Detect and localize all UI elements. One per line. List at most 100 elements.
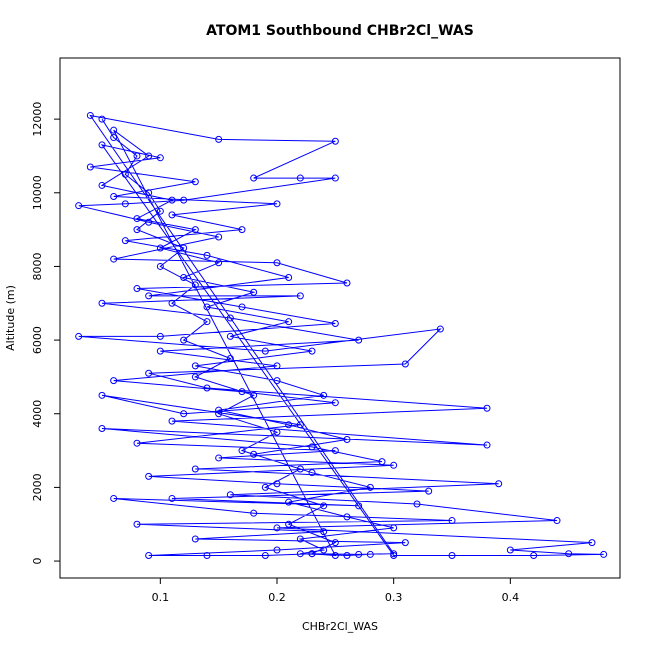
data-point [285, 318, 293, 326]
data-point [180, 196, 188, 204]
data-point [296, 535, 304, 543]
data-point [378, 458, 386, 466]
data-point [331, 174, 339, 182]
data-point [296, 465, 304, 473]
data-point [226, 491, 234, 499]
data-point [191, 535, 199, 543]
data-point [250, 174, 258, 182]
data-point [168, 494, 176, 502]
y-tick-label: 10000 [31, 175, 44, 210]
x-tick-label: 0.2 [268, 591, 286, 604]
data-point [145, 369, 153, 377]
data-point [98, 181, 106, 189]
data-point [168, 196, 176, 204]
data-point [273, 428, 281, 436]
data-point [320, 391, 328, 399]
chart-title: ATOM1 Southbound CHBr2Cl_WAS [206, 23, 474, 39]
data-point [273, 524, 281, 532]
data-point [156, 244, 164, 252]
data-point [250, 509, 258, 517]
data-point [343, 436, 351, 444]
data-point [215, 410, 223, 418]
data-line [78, 114, 604, 557]
data-point [168, 417, 176, 425]
y-tick-label: 0 [31, 558, 44, 565]
data-point [320, 546, 328, 554]
data-point [75, 332, 83, 340]
data-point [390, 524, 398, 532]
data-point [296, 550, 304, 558]
data-point [273, 200, 281, 208]
data-point [390, 550, 398, 558]
data-point [156, 154, 164, 162]
y-tick-label: 8000 [31, 252, 44, 280]
data-point [180, 410, 188, 418]
data-point [238, 303, 246, 311]
data-point [191, 281, 199, 289]
data-point [448, 517, 456, 525]
data-point [565, 550, 573, 558]
data-point [191, 178, 199, 186]
data-point [588, 539, 596, 547]
data-point [250, 288, 258, 296]
data-point [191, 362, 199, 370]
data-point [285, 273, 293, 281]
data-point [331, 447, 339, 455]
x-axis-title: CHBr2Cl_WAS [302, 620, 378, 633]
data-point [273, 480, 281, 488]
data-point [308, 347, 316, 355]
data-point [331, 552, 339, 560]
data-point [215, 259, 223, 267]
data-point [226, 355, 234, 363]
data-point [121, 200, 129, 208]
data-point [156, 207, 164, 215]
data-point [506, 546, 514, 554]
data-point [168, 211, 176, 219]
y-tick-label: 4000 [31, 400, 44, 428]
data-point [553, 517, 561, 525]
data-point [133, 439, 141, 447]
data-point [86, 163, 94, 171]
data-point [355, 336, 363, 344]
data-point [180, 273, 188, 281]
data-point [285, 421, 293, 429]
data-point [296, 292, 304, 300]
data-point [191, 226, 199, 234]
data-point [355, 502, 363, 510]
data-point [250, 450, 258, 458]
data-point [110, 377, 118, 385]
data-point [436, 325, 444, 333]
data-point [261, 347, 269, 355]
x-tick-label: 0.3 [385, 591, 403, 604]
data-point [285, 498, 293, 506]
data-point [320, 528, 328, 536]
data-point [355, 550, 363, 558]
data-point [215, 233, 223, 241]
y-tick-label: 12000 [31, 102, 44, 137]
y-tick-label: 2000 [31, 473, 44, 501]
data-point [425, 487, 433, 495]
data-point [296, 421, 304, 429]
data-point [110, 134, 118, 142]
data-point [343, 552, 351, 560]
data-point [413, 500, 421, 508]
data-point [203, 318, 211, 326]
data-point [226, 314, 234, 322]
data-point [133, 285, 141, 293]
data-point [331, 399, 339, 407]
data-point [191, 465, 199, 473]
data-point [180, 244, 188, 252]
data-point [366, 550, 374, 558]
data-point [133, 226, 141, 234]
data-point [203, 384, 211, 392]
data-point [285, 520, 293, 528]
data-point [320, 502, 328, 510]
x-tick-label: 0.1 [152, 591, 170, 604]
data-point [226, 332, 234, 340]
data-point [273, 259, 281, 267]
data-point [168, 299, 176, 307]
data-point [98, 424, 106, 432]
data-point [121, 170, 129, 178]
data-point [261, 552, 269, 560]
